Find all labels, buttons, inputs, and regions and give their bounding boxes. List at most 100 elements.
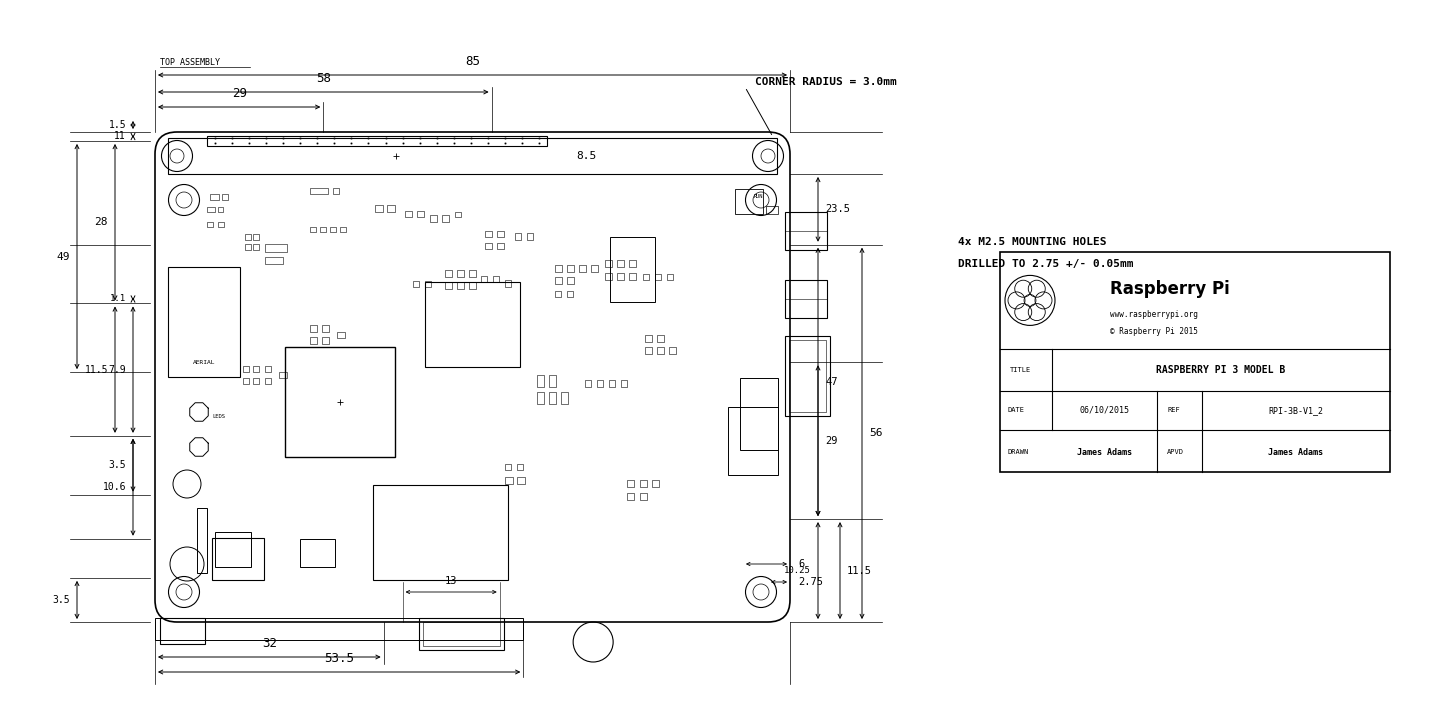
Bar [549,375,556,387]
Bar [566,277,574,284]
Bar [566,291,574,297]
Text: www.raspberrypi.org: www.raspberrypi.org [1109,310,1198,319]
Bar [242,378,248,384]
Bar [655,274,661,280]
Bar [627,493,635,500]
Text: RASPBERRY PI 3 MODEL B: RASPBERRY PI 3 MODEL B [1156,365,1285,374]
Bar [786,280,828,318]
Bar [497,243,504,249]
Bar [640,493,648,500]
Bar [266,244,287,252]
Text: 1.5: 1.5 [109,120,126,130]
Text: 3.5: 3.5 [52,595,70,605]
Bar [337,332,346,338]
Text: 1.1: 1.1 [110,294,126,303]
Bar [585,380,591,387]
Bar [197,508,208,573]
Bar [430,215,437,222]
Bar [285,347,395,457]
Text: REF: REF [1167,407,1179,414]
Bar [469,282,476,289]
Text: 49: 49 [57,252,70,262]
Bar [405,211,412,217]
Bar [444,270,452,277]
Text: LEDS: LEDS [212,414,225,419]
Text: 11.5: 11.5 [847,566,873,576]
Bar [549,392,556,404]
Bar [212,538,264,580]
Text: James Adams: James Adams [1269,448,1324,457]
Text: © Raspberry Pi 2015: © Raspberry Pi 2015 [1109,327,1198,336]
Bar [168,138,777,174]
Text: AERIAL: AERIAL [193,360,215,365]
Text: RUN: RUN [754,195,762,199]
Bar [517,464,523,470]
Text: 23.5: 23.5 [825,204,849,214]
Bar [245,244,251,250]
Bar [245,234,251,240]
Bar [218,207,224,212]
Bar [608,380,616,387]
Text: 6: 6 [799,559,804,569]
Text: 58: 58 [315,72,331,85]
Bar [333,188,338,194]
Bar [788,340,826,412]
Text: DRILLED TO 2.75 +/- 0.05mm: DRILLED TO 2.75 +/- 0.05mm [958,259,1134,269]
Text: CORNER RADIUS = 3.0mm: CORNER RADIUS = 3.0mm [755,77,897,87]
Text: 47: 47 [825,377,838,387]
Bar [420,618,504,650]
Bar [266,378,272,384]
Bar [735,189,762,214]
Text: James Adams: James Adams [1077,448,1133,457]
Text: DATE: DATE [1008,407,1025,414]
Bar [253,366,258,372]
Bar [309,337,317,344]
Bar [375,205,383,212]
Bar [266,366,272,372]
Bar [786,336,831,416]
Text: DRAWN: DRAWN [1008,449,1029,455]
Text: 85: 85 [465,55,481,68]
Bar [605,273,611,280]
Bar [309,188,328,194]
Text: 8.5: 8.5 [576,151,597,161]
Bar [425,282,520,367]
Bar [457,270,465,277]
Bar [786,212,828,249]
Bar [469,270,476,277]
Bar [155,618,523,640]
Bar [579,265,587,272]
Text: 2.75: 2.75 [799,577,823,587]
Bar [309,325,317,332]
Text: 29: 29 [232,87,247,100]
Bar [666,274,672,280]
Bar [537,392,544,404]
Bar [669,347,677,354]
Bar [591,265,598,272]
Bar [208,136,547,146]
Bar [621,380,627,387]
Bar [597,380,603,387]
Bar [505,477,513,484]
Bar [617,273,624,280]
Text: RPI-3B-V1_2: RPI-3B-V1_2 [1269,406,1324,415]
Bar [222,194,228,200]
Text: 53.5: 53.5 [324,652,354,665]
Bar [485,243,492,249]
Text: TITLE: TITLE [1011,366,1031,373]
Bar [168,267,240,377]
Bar [1000,252,1390,472]
Bar [527,233,533,240]
Bar [555,277,562,284]
Text: 29: 29 [825,435,838,446]
Bar [767,206,778,214]
Text: 56: 56 [868,428,883,438]
Bar [485,231,492,237]
Text: Raspberry Pi: Raspberry Pi [1109,280,1230,298]
Text: 7.9: 7.9 [109,365,126,374]
Bar [211,194,219,200]
Bar [605,260,611,267]
Bar [330,227,335,232]
Bar [373,485,508,580]
Bar [309,227,317,232]
